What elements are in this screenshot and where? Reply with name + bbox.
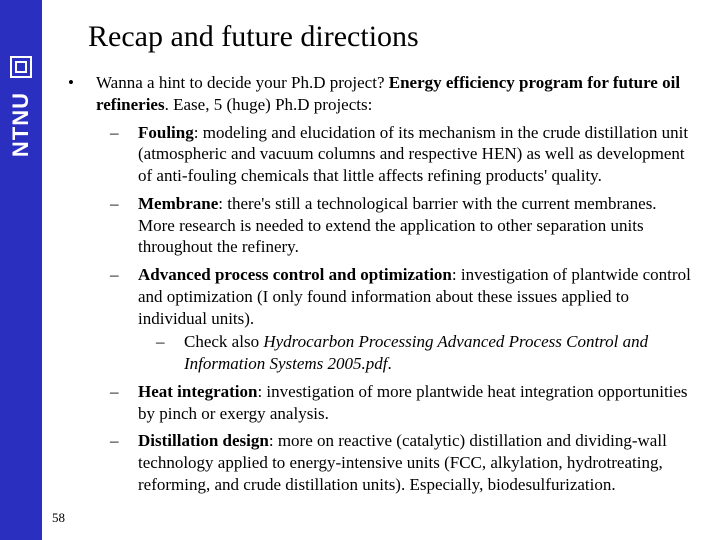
topic-heading: Advanced process control and optimizatio… — [138, 265, 452, 284]
page-title: Recap and future directions — [88, 20, 694, 54]
list-item: – Distillation design: more on reactive … — [110, 430, 694, 495]
body-text: • Wanna a hint to decide your Ph.D proje… — [64, 72, 694, 496]
list-item: – Heat integration: investigation of mor… — [110, 381, 694, 425]
page-number: 58 — [52, 510, 65, 526]
dash-icon: – — [110, 193, 138, 258]
topic-heading: Distillation design — [138, 431, 269, 450]
dash-icon: – — [156, 331, 184, 375]
list-item: – Membrane: there's still a technologica… — [110, 193, 694, 258]
list-item-text: Heat integration: investigation of more … — [138, 381, 694, 425]
topic-heading: Membrane — [138, 194, 218, 213]
dash-icon: – — [110, 430, 138, 495]
list-item: – Check also Hydrocarbon Processing Adva… — [156, 331, 694, 375]
slide: NTNU Recap and future directions • Wanna… — [0, 0, 720, 540]
main-content: Recap and future directions • Wanna a hi… — [42, 0, 720, 540]
subtopic-post: . — [388, 354, 392, 373]
list-item-text: Distillation design: more on reactive (c… — [138, 430, 694, 495]
topic-body: : modeling and elucidation of its mechan… — [138, 123, 688, 186]
dash-icon: – — [110, 122, 138, 187]
topic-heading: Heat integration — [138, 382, 257, 401]
topic-heading: Fouling — [138, 123, 194, 142]
subtopic-pre: Check also — [184, 332, 263, 351]
intro-text: Wanna a hint to decide your Ph.D project… — [96, 73, 389, 92]
dash-icon: – — [110, 264, 138, 329]
intro-tail: . Ease, 5 (huge) Ph.D projects: — [165, 95, 373, 114]
list-item-text: Fouling: modeling and elucidation of its… — [138, 122, 694, 187]
list-item-text: Check also Hydrocarbon Processing Advanc… — [184, 331, 694, 375]
list-item: – Fouling: modeling and elucidation of i… — [110, 122, 694, 187]
list-item: – Advanced process control and optimizat… — [110, 264, 694, 329]
dash-icon: – — [110, 381, 138, 425]
ntnu-logo-icon — [10, 56, 32, 78]
list-item-text: Wanna a hint to decide your Ph.D project… — [96, 72, 694, 116]
list-item-text: Advanced process control and optimizatio… — [138, 264, 694, 329]
list-item-text: Membrane: there's still a technological … — [138, 193, 694, 258]
list-item: • Wanna a hint to decide your Ph.D proje… — [68, 72, 694, 116]
sidebar: NTNU — [0, 0, 42, 540]
brand-text: NTNU — [8, 92, 34, 157]
bullet-icon: • — [68, 72, 96, 116]
